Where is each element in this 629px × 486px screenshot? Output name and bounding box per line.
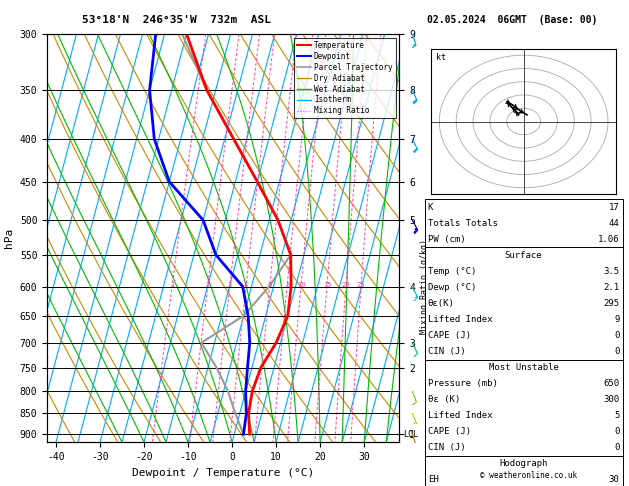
Text: θε(K): θε(K) bbox=[428, 299, 455, 308]
Text: 20: 20 bbox=[342, 282, 350, 288]
Text: © weatheronline.co.uk: © weatheronline.co.uk bbox=[480, 470, 577, 480]
Text: 2.1: 2.1 bbox=[603, 283, 620, 292]
Text: 295: 295 bbox=[603, 299, 620, 308]
Text: CIN (J): CIN (J) bbox=[428, 443, 465, 452]
Text: 10: 10 bbox=[297, 282, 305, 288]
Text: 1.06: 1.06 bbox=[598, 235, 620, 244]
Text: CAPE (J): CAPE (J) bbox=[428, 331, 470, 340]
Text: Lifted Index: Lifted Index bbox=[428, 315, 493, 324]
Text: θε (K): θε (K) bbox=[428, 395, 460, 404]
Text: Temp (°C): Temp (°C) bbox=[428, 267, 476, 276]
Text: 17: 17 bbox=[609, 203, 620, 212]
Text: CIN (J): CIN (J) bbox=[428, 347, 465, 356]
Text: K: K bbox=[428, 203, 433, 212]
Text: 650: 650 bbox=[603, 379, 620, 388]
Text: 6: 6 bbox=[267, 282, 272, 288]
Text: 5: 5 bbox=[614, 411, 620, 420]
Text: 2: 2 bbox=[206, 282, 210, 288]
Text: Most Unstable: Most Unstable bbox=[489, 363, 559, 372]
Text: 8: 8 bbox=[285, 282, 289, 288]
Text: CAPE (J): CAPE (J) bbox=[428, 427, 470, 436]
Text: Lifted Index: Lifted Index bbox=[428, 411, 493, 420]
Text: 9: 9 bbox=[614, 315, 620, 324]
Text: Surface: Surface bbox=[505, 251, 542, 260]
X-axis label: Dewpoint / Temperature (°C): Dewpoint / Temperature (°C) bbox=[132, 468, 314, 478]
Text: LCL: LCL bbox=[404, 430, 418, 439]
Text: 44: 44 bbox=[609, 219, 620, 228]
Text: kt: kt bbox=[436, 52, 446, 62]
Text: 300: 300 bbox=[603, 395, 620, 404]
Legend: Temperature, Dewpoint, Parcel Trajectory, Dry Adiabat, Wet Adiabat, Isotherm, Mi: Temperature, Dewpoint, Parcel Trajectory… bbox=[294, 38, 396, 119]
Text: EH: EH bbox=[428, 475, 438, 485]
Text: Mixing Ratio (g/kg): Mixing Ratio (g/kg) bbox=[420, 239, 428, 334]
Text: 0: 0 bbox=[614, 331, 620, 340]
Text: 3: 3 bbox=[228, 282, 232, 288]
Y-axis label: km
ASL: km ASL bbox=[431, 227, 449, 249]
Text: 0: 0 bbox=[614, 443, 620, 452]
Text: 53°18'N  246°35'W  732m  ASL: 53°18'N 246°35'W 732m ASL bbox=[82, 15, 270, 25]
Text: Hodograph: Hodograph bbox=[499, 459, 548, 469]
Text: Pressure (mb): Pressure (mb) bbox=[428, 379, 498, 388]
Text: 0: 0 bbox=[614, 427, 620, 436]
Text: Totals Totals: Totals Totals bbox=[428, 219, 498, 228]
Text: PW (cm): PW (cm) bbox=[428, 235, 465, 244]
Text: 30: 30 bbox=[609, 475, 620, 485]
Y-axis label: hPa: hPa bbox=[4, 228, 14, 248]
Text: 02.05.2024  06GMT  (Base: 00): 02.05.2024 06GMT (Base: 00) bbox=[428, 15, 598, 25]
Text: 4: 4 bbox=[244, 282, 248, 288]
Text: 25: 25 bbox=[357, 282, 365, 288]
Text: 15: 15 bbox=[323, 282, 331, 288]
Text: 1: 1 bbox=[170, 282, 174, 288]
Text: Dewp (°C): Dewp (°C) bbox=[428, 283, 476, 292]
Text: 3.5: 3.5 bbox=[603, 267, 620, 276]
Text: 0: 0 bbox=[614, 347, 620, 356]
